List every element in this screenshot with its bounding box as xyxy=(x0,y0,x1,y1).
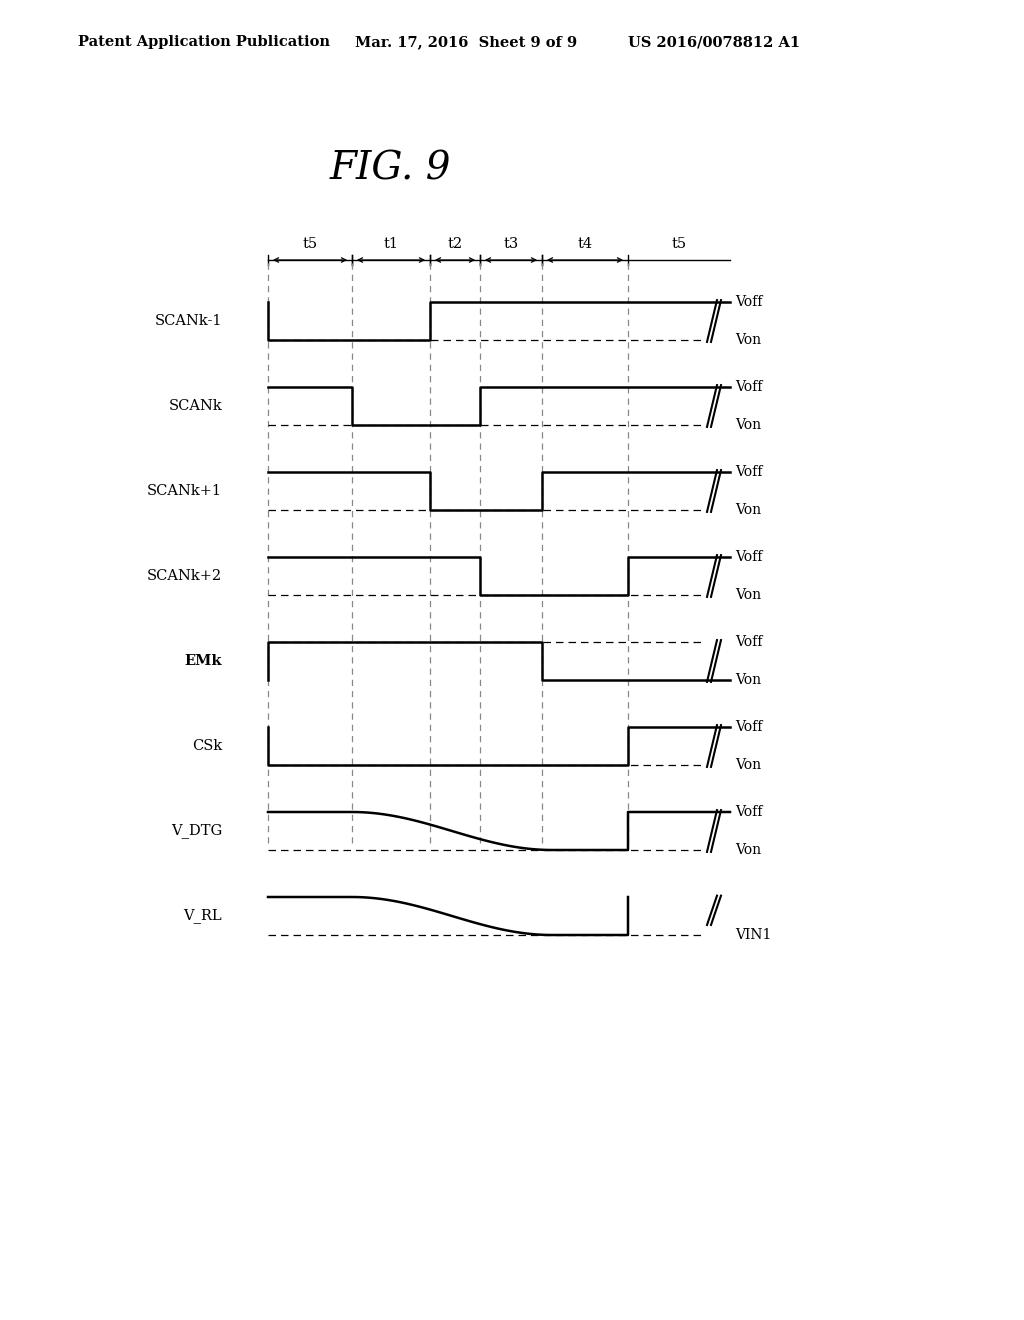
Text: Von: Von xyxy=(735,587,761,602)
Text: t4: t4 xyxy=(578,238,593,251)
Text: t3: t3 xyxy=(504,238,518,251)
Text: Voff: Voff xyxy=(735,465,763,479)
Text: Voff: Voff xyxy=(735,719,763,734)
Text: t1: t1 xyxy=(384,238,398,251)
Text: SCANk+1: SCANk+1 xyxy=(147,484,222,498)
Text: Von: Von xyxy=(735,503,761,517)
Text: Patent Application Publication: Patent Application Publication xyxy=(78,36,330,49)
Text: SCANk-1: SCANk-1 xyxy=(155,314,222,327)
Text: Voff: Voff xyxy=(735,805,763,818)
Text: VIN1: VIN1 xyxy=(735,928,771,942)
Text: SCANk+2: SCANk+2 xyxy=(146,569,222,583)
Text: US 2016/0078812 A1: US 2016/0078812 A1 xyxy=(628,36,800,49)
Text: FIG. 9: FIG. 9 xyxy=(330,150,451,187)
Text: CSk: CSk xyxy=(191,739,222,752)
Text: Von: Von xyxy=(735,418,761,432)
Text: Mar. 17, 2016  Sheet 9 of 9: Mar. 17, 2016 Sheet 9 of 9 xyxy=(355,36,578,49)
Text: t2: t2 xyxy=(447,238,463,251)
Text: t5: t5 xyxy=(302,238,317,251)
Text: EMk: EMk xyxy=(184,653,222,668)
Text: Von: Von xyxy=(735,843,761,857)
Text: V_RL: V_RL xyxy=(183,908,222,924)
Text: SCANk: SCANk xyxy=(168,399,222,413)
Text: Von: Von xyxy=(735,333,761,347)
Text: Voff: Voff xyxy=(735,380,763,393)
Text: t5: t5 xyxy=(672,238,686,251)
Text: Von: Von xyxy=(735,758,761,772)
Text: Voff: Voff xyxy=(735,635,763,649)
Text: V_DTG: V_DTG xyxy=(171,824,222,838)
Text: Voff: Voff xyxy=(735,550,763,564)
Text: Von: Von xyxy=(735,673,761,686)
Text: Voff: Voff xyxy=(735,294,763,309)
